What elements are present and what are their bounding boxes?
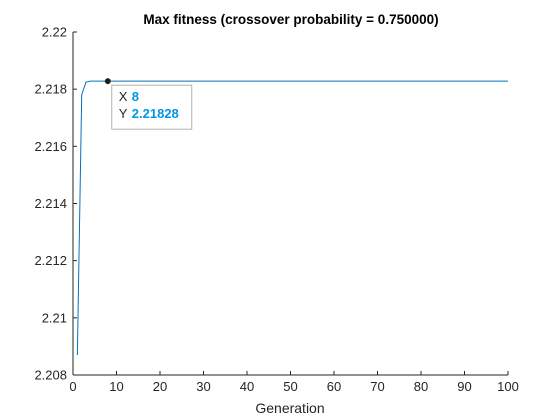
- y-tick-label: 2.216: [34, 139, 67, 154]
- x-tick-label: 10: [109, 379, 123, 394]
- datatip[interactable]: X 8Y 2.21828: [104, 78, 193, 130]
- x-axis-label: Generation: [255, 400, 324, 416]
- y-tick-label: 2.218: [34, 82, 67, 97]
- x-tick-label: 20: [153, 379, 167, 394]
- x-tick-label: 80: [414, 379, 428, 394]
- chart-title: Max fitness (crossover probability = 0.7…: [143, 12, 438, 27]
- x-tick-label: 50: [283, 379, 297, 394]
- series-layer: [76, 80, 508, 355]
- y-tick-label: 2.22: [42, 25, 67, 40]
- datatip-y-key: Y: [119, 106, 128, 121]
- x-tick-label: 90: [457, 379, 471, 394]
- y-tick-label: 2.208: [34, 368, 67, 383]
- x-tick-label: 0: [69, 379, 76, 394]
- datatip-y-value: 2.21828: [132, 106, 179, 121]
- x-tick-label: 100: [497, 379, 519, 394]
- y-axis: 2.208 2.21 2.212 2.214 2.216 2.218 2.22: [34, 25, 77, 383]
- x-tick-label: 40: [240, 379, 254, 394]
- datatip-x-key: X: [119, 89, 128, 104]
- y-tick-label: 2.212: [34, 253, 67, 268]
- plot-area: [73, 32, 508, 375]
- x-tick-label: 30: [196, 379, 210, 394]
- x-tick-label: 60: [327, 379, 341, 394]
- datatip-marker: [104, 78, 111, 85]
- y-tick-label: 2.21: [42, 310, 67, 325]
- x-tick-label: 70: [370, 379, 384, 394]
- datatip-x-value: 8: [132, 89, 139, 104]
- datatip-box: [111, 84, 193, 130]
- x-axis: 0 10 20 30 40 50 60 70 80 90 100: [69, 371, 519, 394]
- y-tick-label: 2.214: [34, 196, 67, 211]
- series-line-1: [76, 80, 508, 355]
